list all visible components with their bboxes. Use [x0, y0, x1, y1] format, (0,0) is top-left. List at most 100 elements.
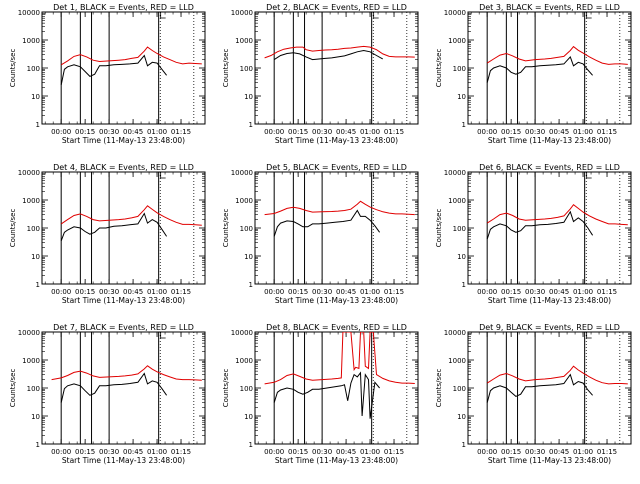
saa-bracket-mark [160, 12, 166, 19]
x-tick-label: 00:45 [549, 288, 569, 296]
chart-panel-2: Det 2, BLACK = Events, RED = LLD 1 10 100 10… [222, 3, 419, 145]
events-series-line [273, 371, 380, 419]
chart-panel-3: Det 3, BLACK = Events, RED = LLD 1 10 100 10… [435, 3, 632, 145]
y-tick-label: 10 [457, 93, 466, 101]
y-tick-label: 10000 [18, 9, 40, 17]
y-axis-label: Counts/sec [435, 209, 443, 248]
saa-bracket-mark [160, 332, 166, 339]
chart-title: Det 3, BLACK = Events, RED = LLD [479, 3, 620, 12]
x-tick-label: 01:00 [360, 128, 380, 136]
lld-series-line [486, 203, 628, 226]
y-tick-label: 1 [249, 281, 253, 289]
x-tick-label: 01:00 [147, 128, 167, 136]
x-tick-label: 00:00 [477, 128, 497, 136]
saa-bracket-mark [373, 12, 379, 19]
lld-series-line [486, 45, 628, 65]
chart-title: Det 8, BLACK = Events, RED = LLD [266, 323, 407, 332]
y-tick-label: 1000 [448, 357, 466, 365]
y-axis-label: Counts/sec [9, 209, 17, 248]
x-axis-label: Start Time (11-May-13 23:48:00) [488, 136, 611, 145]
x-tick-label: 00:15 [501, 448, 521, 456]
x-tick-label: 00:00 [264, 288, 284, 296]
x-tick-label: 01:15 [171, 128, 191, 136]
y-axis-label: Counts/sec [9, 49, 17, 88]
x-axis-label: Start Time (11-May-13 23:48:00) [275, 136, 398, 145]
y-tick-label: 10000 [18, 329, 40, 337]
x-tick-label: 01:00 [147, 288, 167, 296]
y-tick-label: 1 [462, 121, 466, 129]
chart-title: Det 4, BLACK = Events, RED = LLD [53, 163, 194, 172]
x-tick-label: 00:45 [123, 448, 143, 456]
chart-title: Det 5, BLACK = Events, RED = LLD [266, 163, 407, 172]
x-tick-label: 01:15 [171, 448, 191, 456]
x-tick-label: 00:30 [99, 448, 119, 456]
chart-title: Det 7, BLACK = Events, RED = LLD [53, 323, 194, 332]
y-axis-label: Counts/sec [222, 369, 230, 408]
x-tick-label: 00:45 [336, 128, 356, 136]
x-tick-label: 00:30 [99, 128, 119, 136]
y-tick-label: 1000 [448, 37, 466, 45]
x-axis-label: Start Time (11-May-13 23:48:00) [488, 456, 611, 465]
y-tick-label: 1000 [448, 197, 466, 205]
plot-frame [254, 11, 419, 125]
x-tick-label: 00:15 [501, 128, 521, 136]
y-tick-label: 10 [31, 93, 40, 101]
x-tick-label: 00:00 [51, 128, 71, 136]
y-tick-label: 10000 [231, 329, 253, 337]
x-tick-label: 01:00 [360, 288, 380, 296]
y-tick-label: 1000 [22, 357, 40, 365]
y-tick-label: 100 [240, 225, 253, 233]
x-tick-label: 00:45 [123, 128, 143, 136]
lld-series-line [486, 365, 628, 385]
x-tick-label: 01:00 [147, 448, 167, 456]
y-tick-label: 10000 [18, 169, 40, 177]
y-tick-label: 10000 [444, 329, 466, 337]
x-axis-label: Start Time (11-May-13 23:48:00) [275, 296, 398, 305]
saa-bracket-mark [586, 172, 592, 179]
lld-series-line [264, 200, 415, 216]
y-tick-label: 1000 [22, 197, 40, 205]
lld-series-line [60, 46, 202, 66]
x-tick-label: 00:45 [123, 288, 143, 296]
y-tick-label: 100 [453, 225, 466, 233]
y-tick-label: 10000 [231, 9, 253, 17]
saa-bracket-mark [373, 172, 379, 179]
y-tick-label: 10000 [231, 169, 253, 177]
y-tick-label: 100 [453, 385, 466, 393]
y-tick-label: 1 [36, 121, 40, 129]
chart-panel-4: Det 4, BLACK = Events, RED = LLD 1 10 100 10… [9, 163, 206, 305]
y-tick-label: 1000 [22, 37, 40, 45]
x-axis-label: Start Time (11-May-13 23:48:00) [62, 456, 185, 465]
plot-frame [41, 331, 206, 445]
y-tick-label: 10 [244, 253, 253, 261]
chart-panel-9: Det 9, BLACK = Events, RED = LLD 1 10 100 10… [435, 323, 632, 465]
lld-series-line [51, 365, 202, 381]
y-axis-label: Counts/sec [435, 49, 443, 88]
x-tick-label: 00:15 [288, 128, 308, 136]
x-tick-label: 00:00 [264, 128, 284, 136]
events-series-line [60, 54, 167, 86]
y-tick-label: 1000 [235, 37, 253, 45]
x-tick-label: 00:45 [549, 448, 569, 456]
x-axis-label: Start Time (11-May-13 23:48:00) [62, 136, 185, 145]
events-series-line [273, 49, 384, 61]
x-tick-label: 00:15 [501, 288, 521, 296]
y-tick-label: 1 [462, 441, 466, 449]
plot-frame [41, 171, 206, 285]
y-tick-label: 1 [249, 441, 253, 449]
y-tick-label: 100 [27, 385, 40, 393]
chart-title: Det 2, BLACK = Events, RED = LLD [266, 3, 407, 12]
x-tick-label: 00:45 [336, 288, 356, 296]
y-tick-label: 100 [240, 385, 253, 393]
x-tick-label: 01:15 [597, 288, 617, 296]
x-tick-label: 00:30 [312, 448, 332, 456]
saa-bracket-mark [586, 12, 592, 19]
chart-title: Det 1, BLACK = Events, RED = LLD [53, 3, 194, 12]
saa-bracket-mark [586, 332, 592, 339]
x-tick-label: 01:00 [360, 448, 380, 456]
x-tick-label: 01:15 [384, 288, 404, 296]
y-tick-label: 1 [462, 281, 466, 289]
x-tick-label: 00:15 [288, 288, 308, 296]
